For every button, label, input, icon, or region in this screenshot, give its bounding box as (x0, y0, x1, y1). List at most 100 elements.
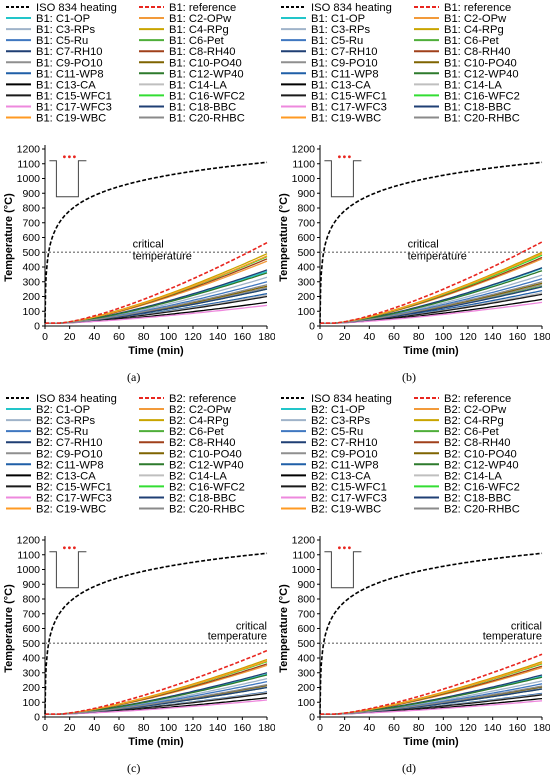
rebar-dot-icon (348, 546, 351, 550)
iso834-line (44, 161, 268, 324)
rebar-dot-icon (73, 155, 76, 159)
critical-label-line2: temperature (408, 250, 467, 262)
legend-c2-opw-label: B2: C2-OPw (444, 404, 507, 416)
x-tick-label: 0 (317, 722, 323, 734)
legend-reference-label: B2: reference (169, 393, 236, 405)
legend-c4-rpg-label: B2: C4-RPg (169, 415, 229, 427)
legend-c20-rhbc-label: B1: C20-RHBC (444, 113, 520, 125)
legend-iso-label: ISO 834 heating (36, 393, 117, 405)
x-tick-label: 100 (435, 722, 453, 734)
rebar-dot-icon (63, 546, 66, 550)
y-tick-label: 500 (297, 247, 315, 259)
slab-section-icon (324, 551, 362, 589)
legend-iso-label: ISO 834 heating (311, 393, 392, 405)
x-tick-label: 80 (138, 331, 150, 343)
legend-c19-wbc-label: B2: C19-WBC (311, 504, 381, 516)
y-tick-label: 400 (297, 262, 315, 274)
x-tick-label: 180 (258, 722, 275, 734)
y-tick-label: 800 (297, 594, 315, 606)
y-tick-label: 200 (22, 291, 40, 303)
legend-c14-la-label: B1: C14-LA (444, 79, 502, 91)
critical-label-line1: critical (133, 238, 164, 250)
y-tick-label: 400 (297, 653, 315, 665)
series-line-c17-wfc3 (45, 304, 268, 324)
x-tick-label: 0 (42, 331, 48, 343)
chart-svg-c: ISO 834 heating B2: reference B2: C1-OP B2:… (3, 393, 275, 748)
legend-c7-rh10-label: B1: C7-RH10 (36, 46, 103, 58)
legend-c11-wp8-label: B2: C11-WP8 (36, 459, 104, 471)
legend-c1-op-label: B2: C1-OP (36, 404, 90, 416)
iso834-line (44, 552, 268, 715)
rebar-dot-icon (68, 155, 71, 159)
y-tick-label: 800 (297, 203, 315, 215)
y-tick-label: 1100 (292, 158, 315, 170)
legend-c2-opw-label: B1: C2-OPw (169, 13, 232, 25)
x-tick-label: 40 (363, 331, 375, 343)
legend-c12-wp40-label: B1: C12-WP40 (444, 68, 519, 80)
legend-c17-wfc3-label: B1: C17-WFC3 (311, 101, 387, 113)
y-tick-label: 1200 (292, 535, 316, 547)
y-tick-label: 600 (297, 232, 315, 244)
y-tick-label: 500 (22, 247, 40, 259)
legend-c13-ca-label: B1: C13-CA (36, 79, 96, 91)
y-tick-label: 400 (22, 262, 40, 274)
y-tick-label: 900 (22, 188, 40, 200)
y-tick-label: 1000 (292, 173, 316, 185)
legend-c14-la-label: B1: C14-LA (169, 79, 227, 91)
rebar-dot-icon (73, 546, 76, 550)
legend-c19-wbc-label: B1: C19-WBC (311, 113, 381, 125)
legend-c13-ca-label: B1: C13-CA (311, 79, 371, 91)
chart-panel-c: ISO 834 heating B2: reference B2: C1-OP B2:… (0, 389, 275, 778)
legend-c5-ru-label: B2: C5-Ru (311, 426, 363, 438)
legend-c14-la-label: B2: C14-LA (444, 470, 502, 482)
x-tick-label: 100 (160, 331, 178, 343)
rebar-dot-icon (343, 155, 346, 159)
y-tick-label: 0 (34, 321, 40, 333)
y-tick-label: 1000 (17, 173, 41, 185)
series-line-c20-rhbc (320, 685, 543, 715)
x-tick-label: 160 (509, 331, 527, 343)
legend-c3-rps-label: B2: C3-RPs (311, 415, 370, 427)
rebar-dot-icon (68, 546, 71, 550)
x-tick-label: 20 (339, 331, 351, 343)
y-tick-label: 600 (22, 623, 40, 635)
legend-c8-rh40-label: B2: C8-RH40 (444, 437, 511, 449)
x-tick-label: 80 (413, 722, 425, 734)
y-tick-label: 300 (297, 667, 315, 679)
legend-iso-label: ISO 834 heating (36, 2, 117, 14)
y-tick-label: 1100 (17, 549, 40, 561)
legend-reference-label: B1: reference (169, 2, 236, 14)
legend-c15-wfc1-label: B2: C15-WFC1 (36, 481, 112, 493)
x-axis-title: Time (min) (403, 345, 459, 357)
rebar-dot-icon (338, 155, 341, 159)
x-tick-label: 60 (388, 331, 400, 343)
legend-c19-wbc-label: B2: C19-WBC (36, 504, 106, 516)
legend-c11-wp8-label: B2: C11-WP8 (311, 459, 379, 471)
y-axis-title: Temperature (°C) (278, 193, 290, 282)
critical-label-line2: temperature (208, 630, 267, 642)
y-tick-label: 1200 (292, 144, 316, 156)
y-tick-label: 200 (297, 682, 315, 694)
y-tick-label: 500 (22, 638, 40, 650)
x-tick-label: 180 (533, 722, 550, 734)
y-tick-label: 900 (297, 579, 315, 591)
y-axis-title: Temperature (°C) (3, 193, 15, 282)
panel-label-a: (a) (127, 370, 141, 384)
x-tick-label: 160 (509, 722, 527, 734)
x-tick-label: 100 (435, 331, 453, 343)
x-tick-label: 80 (413, 331, 425, 343)
legend-c1-op-label: B2: C1-OP (311, 404, 365, 416)
legend-c18-bbc-label: B2: C18-BBC (169, 492, 236, 504)
y-tick-label: 1000 (292, 564, 316, 576)
legend-c7-rh10-label: B2: C7-RH10 (311, 437, 378, 449)
legend-reference-label: B1: reference (444, 2, 511, 14)
x-tick-label: 180 (533, 331, 550, 343)
critical-label-line1: critical (511, 620, 542, 632)
chart-panel-d: ISO 834 heating B2: reference B2: C1-OP B2:… (275, 389, 550, 778)
reference-line (320, 241, 543, 324)
y-tick-label: 1100 (292, 549, 315, 561)
legend-c10-po40-label: B1: C10-PO40 (169, 57, 242, 69)
legend-c10-po40-label: B2: C10-PO40 (169, 448, 242, 460)
legend-c11-wp8-label: B1: C11-WP8 (311, 68, 379, 80)
